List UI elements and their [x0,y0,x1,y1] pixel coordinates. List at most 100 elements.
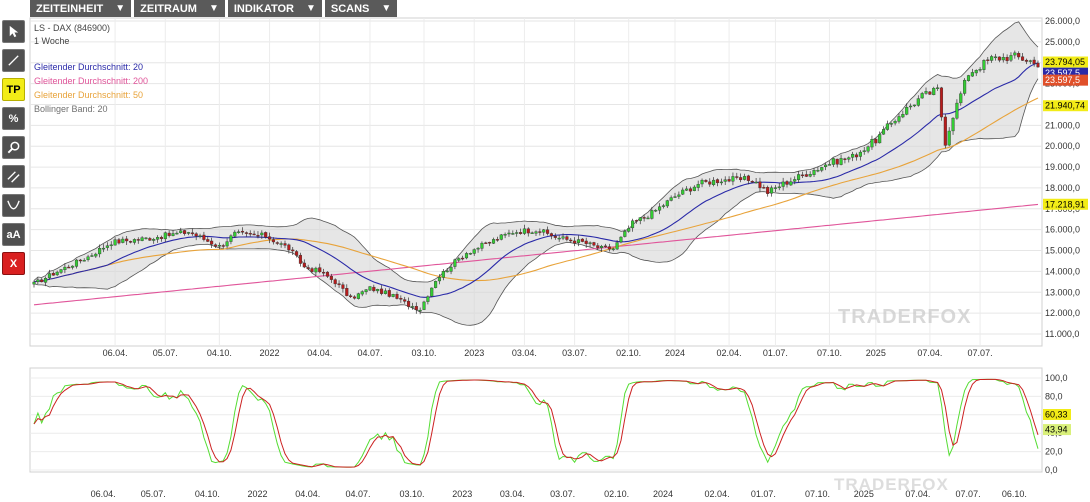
candle-body [661,205,665,207]
candle-body [399,298,403,300]
candle-body [117,239,121,244]
candle-body [368,286,372,291]
candle-body [217,245,221,247]
price-y-tick: 21.000,0 [1045,120,1080,130]
candle-body [279,243,283,245]
candle-body [623,231,627,237]
candle-body [932,87,936,96]
candle-body [893,120,897,124]
candle-body [356,293,360,299]
candle-body [797,174,801,180]
candle-body [488,242,492,244]
candle-body [766,187,770,194]
candle-body [298,254,302,264]
candle-body [762,187,766,189]
candle-body [916,98,920,106]
percent-tool[interactable]: % [2,107,25,130]
menu-scans[interactable]: SCANS ▼ [324,0,398,17]
candle-body [387,290,391,297]
candle-body [136,239,140,241]
candle-body [426,296,430,302]
candle-body [271,239,275,243]
candle-body [712,179,716,186]
candle-body [1009,55,1013,61]
candle-body [905,107,909,115]
price-y-tick: 18.000,0 [1045,183,1080,193]
price-x-tick: 03.07. [562,348,587,358]
candle-body [67,266,71,269]
candle-body [360,291,364,295]
candle-body [719,181,723,184]
candle-body [789,181,793,186]
watermark-text: TRADERFOX [838,306,971,328]
stochastic-x-tick: 07.04. [905,489,930,499]
candle-body [530,232,534,234]
price-x-tick: 02.10. [616,348,641,358]
parallel-lines-tool-icon[interactable] [2,165,25,188]
stochastic-x-tick: 01.07. [751,489,776,499]
candle-body [658,206,662,211]
watermark-text: TRADERFOX [834,475,949,494]
price-x-tick: 03.10. [411,348,436,358]
candle-body [592,242,596,246]
candle-body [576,239,581,243]
candle-body [449,266,453,272]
menu-zeiteinheit[interactable]: ZEITEINHEIT ▼ [30,0,132,17]
line-tool-icon[interactable] [2,49,25,72]
candle-body [607,246,611,250]
candle-body [704,180,708,182]
text-size-tool[interactable]: aA [2,223,25,246]
candle-body [71,265,75,268]
stochastic-y-tick: 0,0 [1045,465,1058,475]
candle-body [221,245,225,247]
candle-body [515,232,519,234]
candle-body [183,230,187,234]
stochastic-x-tick: 04.07. [345,489,370,499]
zoom-tool-icon[interactable] [2,136,25,159]
candle-body [936,87,940,89]
candle-body [329,276,333,280]
candle-body [410,306,414,308]
stochastic-x-tick: 04.10. [195,489,220,499]
candle-body [685,188,689,191]
candle-body [511,233,515,235]
stochastic-x-tick: 06.04. [91,489,116,499]
candle-body [754,181,758,184]
candle-body [128,241,133,243]
candle-body [233,231,237,237]
pointer-tool-icon[interactable] [2,20,25,43]
candle-body [252,233,256,236]
candle-body [847,157,851,160]
candle-body [349,295,353,297]
candle-body [364,289,368,293]
candle-body [152,239,156,241]
candle-body [461,257,465,260]
menu-indikator[interactable]: INDIKATOR ▼ [227,0,322,17]
stochastic-k-line [33,378,1039,468]
delete-tool[interactable]: X [2,252,25,275]
candle-body [885,123,889,130]
candle-body [372,286,376,292]
candle-body [522,228,526,234]
price-label-box [1043,67,1088,79]
candle-body [325,271,330,277]
candle-body [519,232,523,234]
candle-body [889,123,893,125]
candle-body [731,176,735,182]
menu-zeitraum[interactable]: ZEITRAUM ▼ [134,0,225,17]
candle-body [503,234,507,236]
candle-body [430,287,434,297]
candle-body [283,243,287,246]
candle-body [310,268,314,272]
candle-body [603,245,608,248]
candle-body [407,300,411,307]
price-x-tick: 2024 [665,348,685,358]
candle-body [484,242,488,244]
candle-body [167,232,171,236]
tp-tool[interactable]: TP [2,78,25,101]
price-y-tick: 11.000,0 [1045,329,1079,339]
curve-tool-icon[interactable] [2,194,25,217]
candle-body [507,232,511,235]
dropdown-arrow-icon: ▼ [381,3,392,14]
